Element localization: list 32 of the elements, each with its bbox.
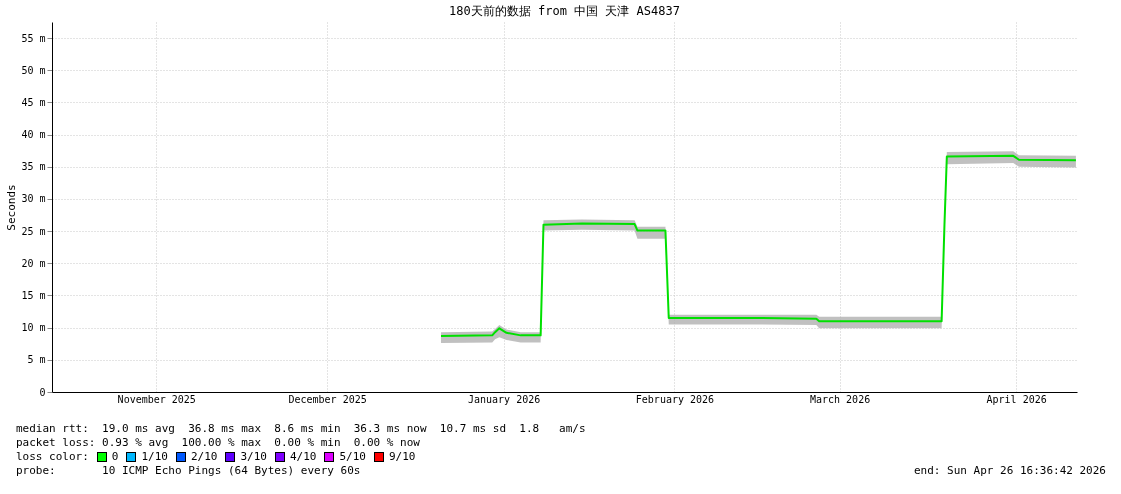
text: 0 xyxy=(111,450,119,464)
text: loss color: xyxy=(16,450,89,464)
y-tick-label: 35 m xyxy=(21,161,46,173)
y-tick-label: 45 m xyxy=(21,96,46,108)
x-tick-label: January 2026 xyxy=(467,393,541,405)
y-tick-label: 15 m xyxy=(21,289,46,301)
y-axis-title: Seconds xyxy=(5,184,19,231)
y-tick-label: 5 m xyxy=(27,354,46,366)
y-tick-label: 25 m xyxy=(21,225,46,237)
text: packet loss: 0.93 % avg 100.00 % max 0.00 % min 0.00 % now xyxy=(16,436,420,450)
chart-title: 180天前的数据 from 中国 天津 AS4837 xyxy=(449,4,680,18)
y-tick-label: 20 m xyxy=(21,257,46,269)
text: 1/10 xyxy=(141,450,168,464)
y-tick-label: 55 m xyxy=(21,32,46,44)
text: 2/10 xyxy=(190,450,218,464)
y-tick-label: 10 m xyxy=(21,322,46,334)
y-tick-label: 30 m xyxy=(21,193,46,205)
x-tick-label: March 2026 xyxy=(809,393,871,405)
x-tick-label: November 2025 xyxy=(117,393,196,405)
x-tick-label: February 2026 xyxy=(635,393,715,405)
text: 9/10 xyxy=(388,450,416,464)
y-tick-label: 50 m xyxy=(21,64,46,76)
x-tick-label: December 2025 xyxy=(288,393,367,405)
text: median rtt: 19.0 ms avg 36.8 ms max 8.6 ms min 36.3 ms now 10.7 ms sd 1.8 am/s xyxy=(16,422,586,436)
text: 4/10 xyxy=(289,450,317,464)
y-tick-label: 0 xyxy=(39,386,46,398)
text: 5/10 xyxy=(339,450,366,464)
text: probe: 10 ICMP Echo Pings (64 Bytes) every 60s xyxy=(16,464,361,478)
x-tick-label: April 2026 xyxy=(986,393,1047,405)
text: end: Sun Apr 26 16:36:42 2026 xyxy=(913,464,1106,478)
text: 3/10 xyxy=(240,450,267,464)
y-tick-label: 40 m xyxy=(21,129,46,141)
